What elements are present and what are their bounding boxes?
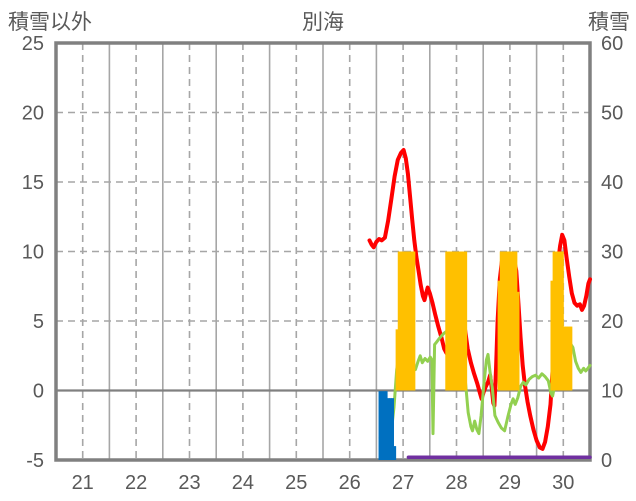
orange-bars-bar (451, 251, 455, 391)
orange-bars-bar (460, 251, 463, 391)
orange-bars-bar (514, 251, 518, 391)
orange-bars-bar (550, 280, 554, 391)
x-tick-label: 25 (285, 472, 307, 494)
blue-bars-bar (382, 391, 386, 460)
orange-bars-bar (464, 251, 468, 391)
chart-title: 別海 (302, 11, 344, 34)
orange-bars-bar (462, 251, 466, 391)
blue-bars-bar (380, 391, 384, 460)
blue-bars-bar (384, 391, 388, 460)
orange-bars-bar (499, 251, 503, 391)
orange-bars-bar (563, 326, 566, 391)
orange-bars-bar (516, 291, 520, 391)
orange-bars-bar (395, 329, 399, 391)
orange-bars-bar (449, 251, 453, 391)
y-left-tick-label: 0 (33, 381, 44, 403)
y-left-tick-label: 25 (22, 33, 44, 55)
orange-bars-bar (402, 251, 405, 391)
plot-frame (54, 41, 592, 462)
x-tick-label: 30 (552, 472, 574, 494)
x-tick-label: 23 (178, 472, 200, 494)
orange-bars-bar (399, 251, 403, 391)
x-tick-label: 29 (499, 472, 521, 494)
orange-bars-bar (512, 251, 516, 391)
y-left-tick-label: 20 (22, 103, 44, 125)
orange-bars-bar (447, 251, 451, 391)
x-tick-label: 27 (392, 472, 414, 494)
right-axis-title: 積雪 (588, 11, 630, 34)
orange-bars-bar (510, 251, 514, 391)
orange-bars-bar (556, 251, 560, 391)
blue-bars-bar (378, 391, 382, 460)
y-right-tick-label: 0 (601, 450, 612, 472)
orange-bars-bar (561, 251, 564, 391)
orange-bars-bar (504, 251, 507, 391)
y-right-tick-label: 40 (601, 172, 623, 194)
orange-bars-bar (397, 251, 401, 391)
y-left-tick-label: 5 (33, 311, 44, 333)
x-tick-label: 26 (339, 472, 361, 494)
y-right-tick-label: 20 (601, 311, 623, 333)
x-tick-label: 28 (445, 472, 467, 494)
orange-bars-bar (559, 251, 562, 391)
orange-bars-bar (508, 251, 511, 391)
orange-bars-bar (565, 326, 569, 391)
orange-bars-bar (567, 326, 571, 391)
orange-bars-bar (445, 251, 448, 391)
x-tick-label: 22 (125, 472, 147, 494)
orange-bars-bar (410, 251, 414, 391)
y-left-tick-label: 15 (22, 172, 44, 194)
orange-bars-bar (552, 251, 556, 391)
blue-bars-bar (393, 446, 397, 460)
orange-bars-bar (554, 251, 558, 391)
orange-bars-bar (408, 251, 412, 391)
x-tick-label: 24 (232, 472, 254, 494)
blue-bars-bar (389, 398, 392, 460)
y-right-tick-label: 10 (601, 381, 623, 403)
left-axis-title: 積雪以外 (8, 11, 92, 34)
orange-bars-bar (569, 326, 573, 391)
orange-bars-bar (458, 251, 461, 391)
orange-bars-bar (404, 251, 407, 391)
orange-bars-bar (497, 280, 501, 391)
orange-bars-bar (455, 251, 459, 391)
orange-bars-bar (501, 251, 505, 391)
y-left-tick-label: -5 (26, 450, 44, 472)
blue-bars-bar (391, 398, 394, 460)
orange-bars-bar (506, 251, 509, 391)
orange-bars-bar (412, 251, 416, 391)
y-left-tick-label: 10 (22, 242, 44, 264)
blue-bars-bar (387, 398, 390, 460)
y-right-tick-label: 50 (601, 103, 623, 125)
y-right-tick-label: 30 (601, 242, 623, 264)
orange-bars-bar (406, 251, 409, 391)
y-right-tick-label: 60 (601, 33, 623, 55)
orange-bars-bar (453, 251, 457, 391)
x-tick-label: 21 (72, 472, 94, 494)
